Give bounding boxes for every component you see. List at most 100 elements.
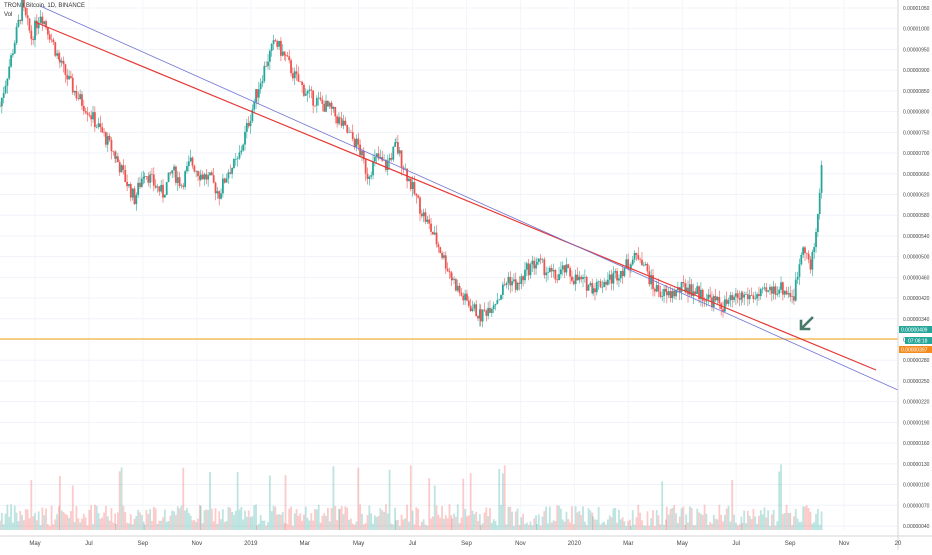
volume-bar — [373, 515, 376, 530]
volume-bar — [147, 513, 150, 530]
candle-body — [290, 60, 292, 74]
volume-bar — [263, 520, 266, 530]
time-label: May — [353, 541, 364, 547]
candle-body — [655, 285, 658, 292]
volume-bar — [184, 510, 187, 530]
candle-body — [589, 283, 592, 286]
candle-body — [582, 277, 584, 280]
volume-bar — [218, 511, 221, 530]
candle-body — [772, 286, 775, 294]
volume-bar — [527, 524, 530, 530]
trendlines[interactable] — [0, 5, 899, 391]
volume-bar — [112, 522, 115, 530]
volume-bar — [608, 515, 611, 530]
candle-body — [261, 81, 264, 84]
candle-body — [390, 158, 393, 160]
candle-body — [467, 300, 470, 306]
candle-body — [505, 283, 508, 286]
price-tick-label: 0.00000040 — [903, 524, 930, 530]
volume-bar — [759, 510, 762, 530]
volume-bar — [77, 518, 80, 530]
volume-bar — [23, 520, 25, 530]
volume-bar — [415, 507, 418, 530]
volume-bar — [381, 510, 384, 530]
candle-body — [362, 151, 365, 160]
candle-body — [781, 282, 784, 295]
volume-bar — [221, 509, 224, 530]
volume-bar — [619, 519, 622, 530]
candle-body — [299, 81, 302, 83]
price-tick-label: 0.00000900 — [903, 68, 930, 74]
volume-bar — [571, 506, 573, 530]
volume-bar — [383, 511, 385, 530]
volume-bar — [618, 509, 620, 530]
candle-body — [413, 182, 416, 194]
volume-bar — [599, 524, 602, 530]
volume-bar — [431, 516, 434, 530]
volume-bar — [796, 518, 799, 530]
volume-bar — [576, 512, 579, 530]
candle-body — [257, 89, 260, 98]
volume-bar — [214, 508, 217, 530]
volume-bar — [746, 510, 749, 530]
volume-bar — [816, 508, 819, 530]
volume-bar — [73, 521, 76, 530]
candle-body — [531, 260, 534, 265]
volume-bar — [238, 509, 241, 530]
volume-bar — [160, 520, 163, 530]
volume-bar — [342, 514, 345, 530]
volume-bar — [95, 505, 98, 530]
price-tick-label: 0.00000130 — [903, 462, 930, 468]
time-axis[interactable]: May Jul Sep Nov 2019 Mar May Jul Sep Nov 2020 Mar Ma… — [0, 535, 932, 547]
price-tick-label: 0.00000620 — [903, 192, 930, 198]
candle-body — [601, 287, 604, 288]
candle-body — [229, 172, 232, 174]
candle-body — [733, 296, 735, 300]
candle-body — [754, 298, 757, 300]
candle-body — [240, 150, 243, 153]
candle-body — [122, 165, 125, 170]
volume-bar — [139, 512, 141, 530]
candle-body — [616, 271, 618, 281]
candle-body — [453, 279, 455, 281]
candle-body — [216, 191, 219, 194]
volume-bar — [32, 516, 35, 530]
candle-body — [545, 272, 548, 276]
volume-bar — [143, 524, 146, 530]
candle-body — [727, 300, 730, 304]
candle-body — [663, 288, 665, 297]
volume-bar — [734, 522, 737, 530]
volume-bar — [103, 512, 105, 530]
candle-body — [419, 197, 421, 214]
candle-body — [619, 270, 622, 279]
volume-bar — [165, 521, 168, 530]
volume-bar — [50, 505, 53, 530]
level-price-bg — [899, 346, 932, 353]
candle-body — [205, 174, 208, 180]
candle-body — [752, 295, 755, 299]
candle-body — [809, 259, 812, 270]
volume-bar — [297, 515, 300, 530]
volume-bar — [126, 522, 129, 530]
volume-bar — [283, 522, 286, 530]
candle-body — [95, 126, 98, 128]
volume-bar — [675, 513, 677, 530]
last-price-bg — [899, 326, 932, 333]
candle-body — [199, 174, 202, 180]
volume-bar — [388, 469, 391, 530]
candle-body — [189, 157, 192, 162]
candle-body — [43, 21, 46, 25]
candle-body — [348, 132, 350, 133]
volume-bar — [328, 521, 331, 530]
volume-bar — [395, 520, 397, 530]
volume-bar — [290, 506, 292, 530]
volume-bar — [684, 524, 687, 530]
candle-body — [671, 290, 674, 299]
volume-bar — [492, 519, 495, 530]
volume-bar — [105, 505, 107, 530]
price-tick-label: 0.00000700 — [903, 151, 930, 157]
volume-bar — [637, 504, 640, 530]
price-scale[interactable]: 0.00001050 0.00001000 0.00000950 0.00000900… — [897, 0, 930, 550]
